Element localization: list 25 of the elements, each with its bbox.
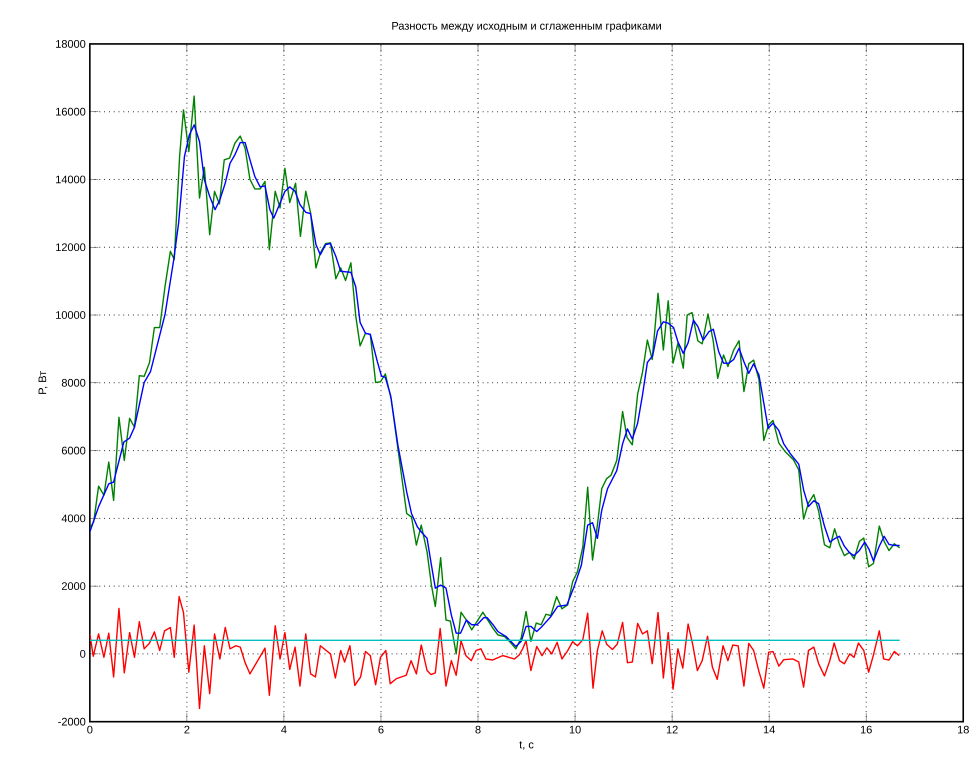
x-tick-label: 8	[475, 726, 481, 734]
y-tick-label: 4000	[62, 514, 86, 522]
y-tick-label: 2000	[62, 582, 86, 590]
y-tick-label: 6000	[62, 446, 86, 455]
y-tick-label: 14000	[56, 176, 86, 184]
x-tick-label: 0	[87, 726, 92, 734]
line-series	[90, 596, 900, 710]
y-tick-label: 8000	[62, 379, 86, 387]
x-tick-label: 6	[378, 726, 384, 734]
y-tick-label: -2000	[58, 718, 86, 726]
y-tick-label: 18000	[56, 40, 86, 48]
y-axis-title: P, Вт	[38, 371, 48, 394]
x-tick-label: 10	[570, 726, 581, 734]
x-tick-label: 12	[666, 726, 678, 734]
x-tick-label: 4	[281, 726, 287, 734]
y-tick-label: 12000	[56, 244, 86, 252]
chart-title: Разность между исходным и сглаженным графиками	[392, 22, 661, 32]
x-axis-title: t, с	[519, 741, 534, 750]
y-tick-label: 16000	[56, 108, 86, 116]
y-tick-label: 10000	[56, 311, 86, 320]
x-tick-label: 16	[860, 726, 872, 734]
x-tick-label: 18	[958, 726, 969, 734]
x-tick-label: 14	[764, 726, 775, 734]
x-tick-label: 2	[184, 726, 190, 734]
y-tick-label: 0	[80, 650, 86, 658]
